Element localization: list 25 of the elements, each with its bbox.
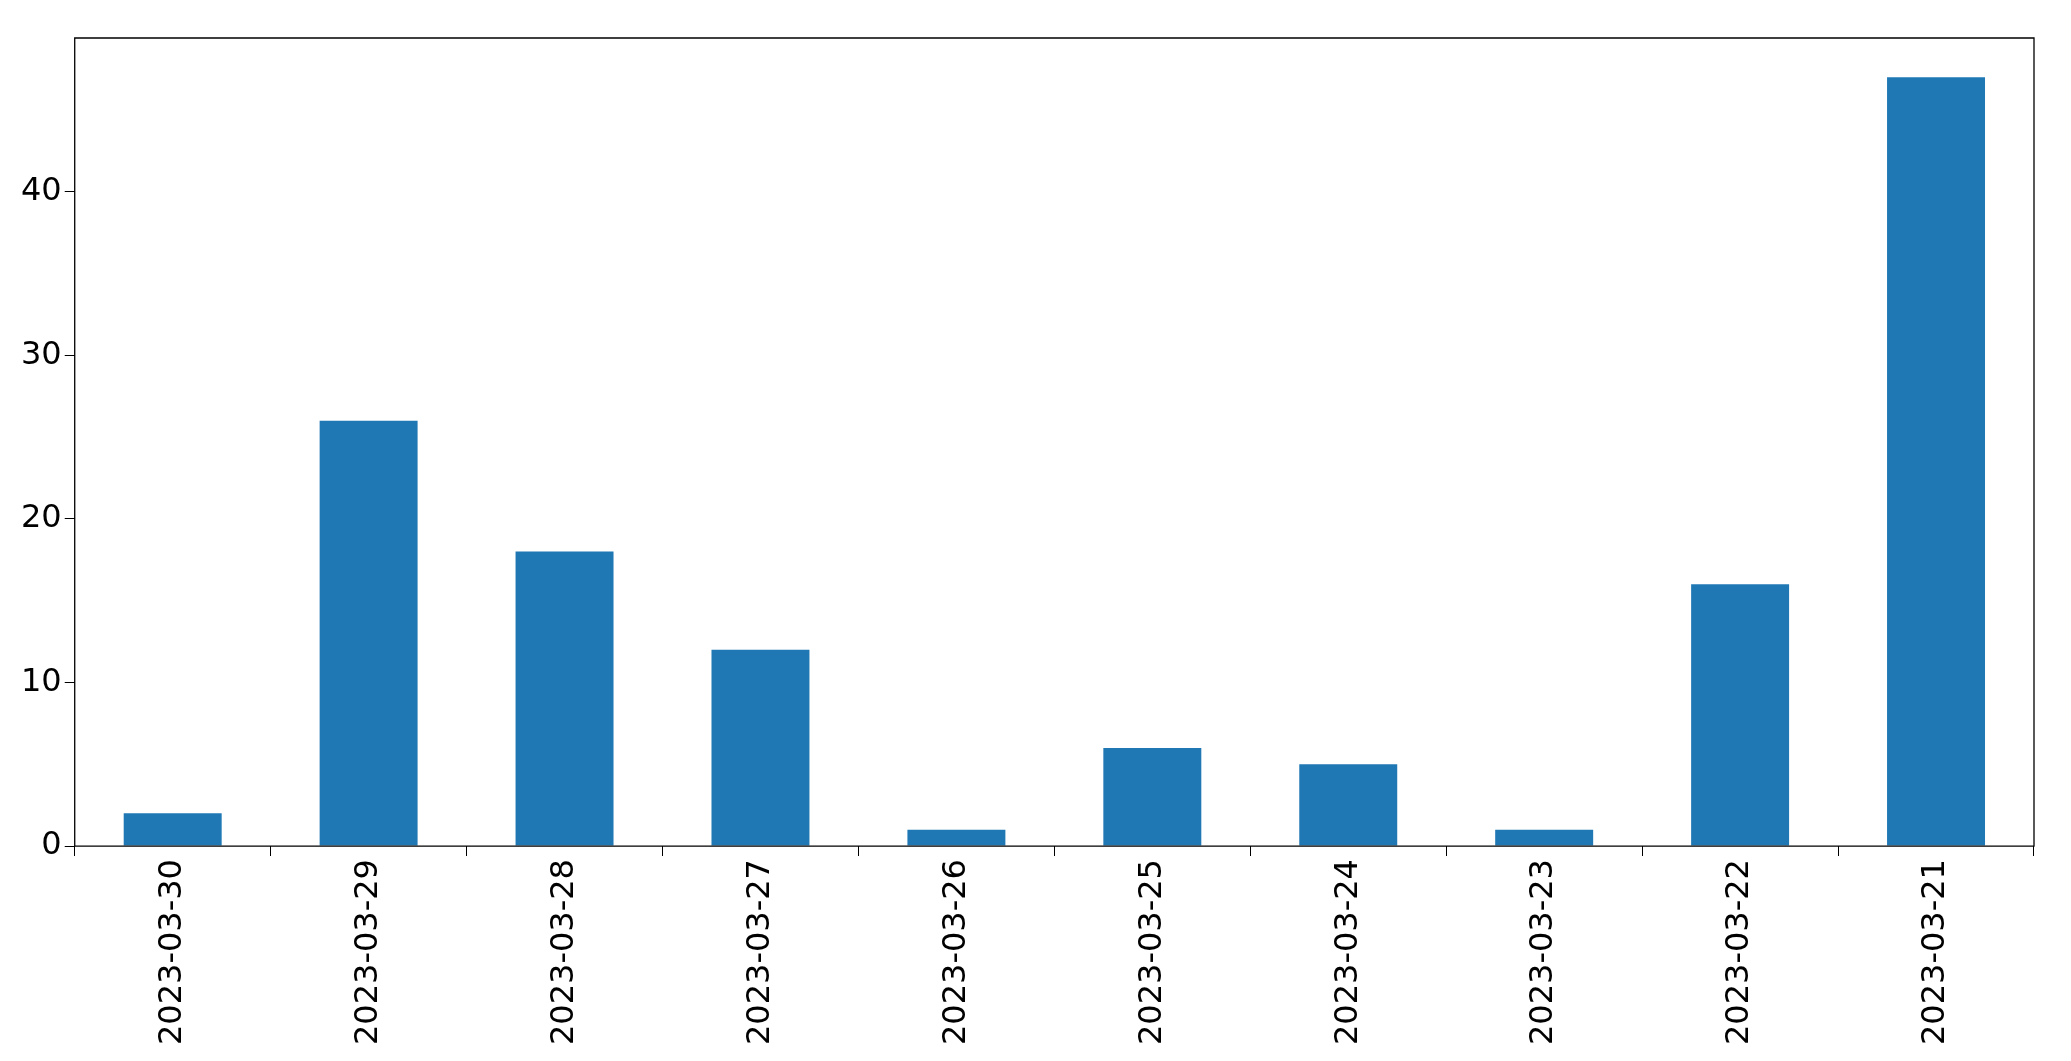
bar (1495, 829, 1594, 846)
bar (319, 420, 418, 846)
bar (1299, 764, 1398, 846)
x-tick-label: 2023-03-25 (1130, 859, 1169, 1045)
bar (123, 813, 222, 846)
x-tick-label: 2023-03-26 (934, 859, 973, 1045)
x-tick-label: 2023-03-21 (1914, 859, 1953, 1045)
bar (1691, 584, 1790, 846)
bar (515, 551, 614, 846)
x-tick-label: 2023-03-24 (1326, 859, 1365, 1045)
x-tick-label: 2023-03-30 (151, 859, 189, 1045)
x-tick-label: 2023-03-29 (346, 859, 385, 1045)
x-tick-label: 2023-03-27 (738, 859, 777, 1045)
x-tick-label: 2023-03-23 (1522, 859, 1561, 1045)
bar (907, 829, 1006, 846)
bar (711, 649, 810, 846)
y-tick-label: 10 (21, 660, 62, 699)
x-tick-label: 2023-03-28 (542, 859, 581, 1045)
y-tick-label: 20 (21, 497, 62, 536)
y-tick-label: 40 (21, 170, 62, 209)
x-tick-label: 2023-03-22 (1718, 859, 1757, 1045)
bar (1103, 747, 1202, 846)
y-tick-label: 0 (41, 824, 62, 863)
bar (1887, 77, 1986, 846)
y-tick-label: 30 (21, 333, 62, 372)
